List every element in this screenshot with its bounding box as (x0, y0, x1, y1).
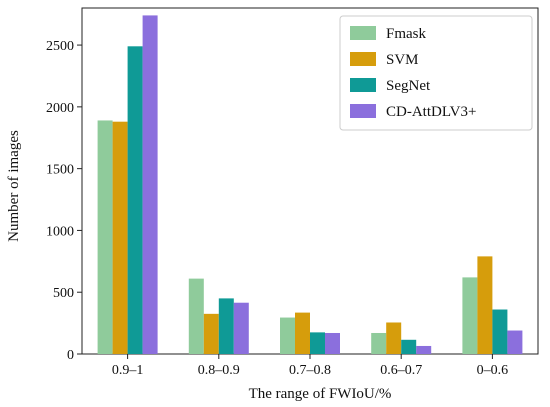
y-tick-label: 2000 (46, 101, 74, 116)
x-tick-label: 0.9–1 (112, 363, 144, 378)
bar-fmask-0 (97, 120, 113, 354)
legend-label: Fmask (386, 26, 427, 42)
bar-segnet-2 (310, 332, 325, 354)
legend-swatch (350, 78, 376, 92)
bar-segnet-3 (401, 339, 417, 354)
bar-segnet-1 (218, 298, 234, 354)
bar-fmask-1 (188, 278, 204, 354)
x-tick-label: 0.7–0.8 (289, 363, 331, 378)
bar-svm-0 (112, 121, 128, 354)
legend-label: SegNet (386, 78, 431, 94)
bars-layer (97, 15, 523, 355)
bar-fmask-3 (371, 332, 387, 354)
y-axis-label: Number of images (6, 130, 22, 242)
bar-svm-2 (295, 312, 310, 354)
x-tick-label: 0.6–0.7 (380, 363, 422, 378)
bar-cd-attdlv3--2 (325, 332, 340, 354)
legend-swatch (350, 104, 376, 118)
legend: Fmask SVM SegNet CD-AttDLV3+ (339, 15, 533, 131)
axes-layer: 0.9–1 0.8–0.9 0.7–0.8 0.6–0.7 0–0.6 0 500 1000 1… (46, 39, 508, 378)
bar-fmask-4 (462, 277, 478, 354)
bar-cd-attdlv3--4 (507, 330, 523, 354)
legend-box (339, 15, 533, 131)
bar-svm-1 (203, 313, 219, 354)
bar-fmask-2 (280, 317, 295, 354)
bar-svm-4 (477, 256, 493, 354)
legend-swatch (350, 52, 376, 66)
x-axis-label: The range of FWIoU/% (249, 386, 392, 402)
bar-segnet-0 (127, 46, 143, 355)
bar-cd-attdlv3--0 (142, 15, 158, 355)
y-tick-label: 2500 (46, 39, 74, 54)
y-tick-label: 1500 (46, 163, 74, 178)
legend-label: SVM (386, 52, 419, 68)
y-tick-label: 500 (53, 286, 74, 301)
y-tick-label: 1000 (46, 224, 74, 239)
legend-swatch (350, 26, 376, 40)
bar-cd-attdlv3--1 (233, 302, 249, 354)
bar-cd-attdlv3--3 (416, 345, 432, 354)
x-tick-label: 0–0.6 (477, 363, 509, 378)
bar-segnet-4 (492, 309, 508, 354)
x-tick-label: 0.8–0.9 (198, 363, 240, 378)
y-tick-label: 0 (67, 348, 74, 363)
legend-label: CD-AttDLV3+ (386, 104, 476, 120)
bar-svm-3 (386, 322, 402, 354)
